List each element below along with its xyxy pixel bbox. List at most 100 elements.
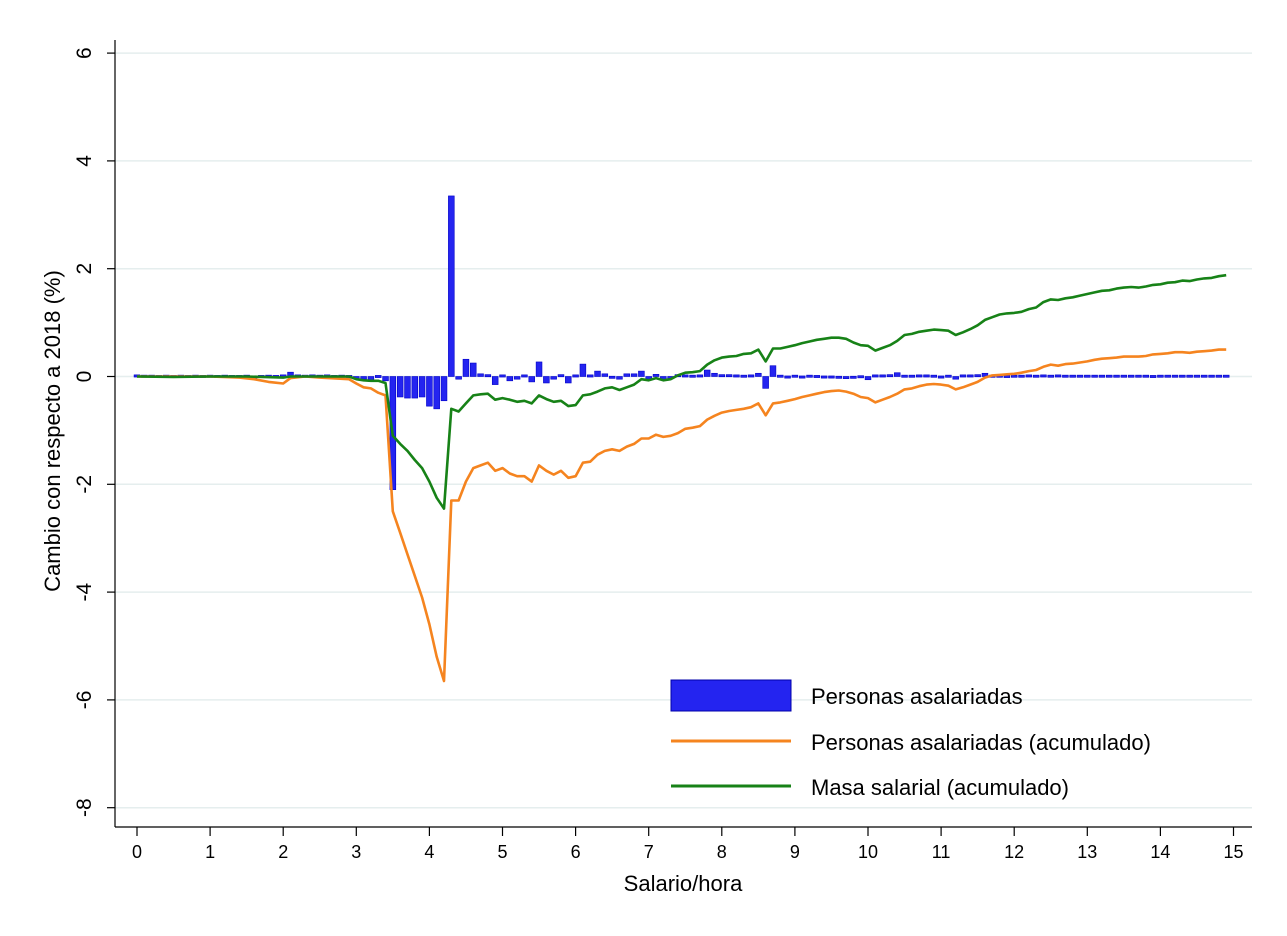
- x-tick-label: 0: [132, 842, 142, 862]
- bar: [689, 374, 696, 378]
- bar: [952, 376, 959, 380]
- bar: [608, 375, 616, 379]
- legend-label-bars: Personas asalariadas: [811, 684, 1023, 709]
- x-tick-label: 15: [1223, 842, 1243, 862]
- y-tick-label: -4: [73, 582, 96, 601]
- bar: [462, 358, 470, 377]
- bar: [1120, 374, 1128, 378]
- x-tick-label: 2: [278, 842, 288, 862]
- y-tick-label: 6: [73, 47, 96, 59]
- bar: [1127, 374, 1135, 378]
- bar: [886, 374, 894, 378]
- bar: [521, 374, 528, 378]
- bar: [1193, 374, 1201, 378]
- bar: [594, 370, 601, 377]
- bar: [433, 376, 440, 410]
- bar: [506, 376, 514, 382]
- bar: [499, 374, 506, 378]
- bar: [470, 362, 477, 377]
- bar: [418, 376, 426, 398]
- bar: [1222, 374, 1230, 378]
- x-tick-label: 12: [1004, 842, 1024, 862]
- bar: [718, 374, 726, 378]
- y-tick-label: 4: [73, 155, 96, 167]
- bar: [1106, 374, 1113, 378]
- bar: [806, 374, 813, 378]
- bar: [850, 375, 857, 379]
- bar: [682, 374, 689, 378]
- bar: [1054, 374, 1062, 378]
- bar: [915, 374, 923, 378]
- bar: [1164, 374, 1171, 378]
- bar: [813, 375, 821, 378]
- bar: [798, 375, 806, 379]
- bar: [1135, 374, 1142, 378]
- y-tick-label: 0: [73, 371, 96, 383]
- bar: [1076, 374, 1084, 378]
- bar: [1201, 374, 1208, 378]
- bar: [1047, 374, 1054, 378]
- bar: [630, 373, 638, 377]
- bar: [1098, 374, 1106, 378]
- bar: [491, 376, 499, 385]
- bar: [733, 374, 740, 378]
- bar: [1025, 374, 1033, 378]
- bar: [440, 376, 448, 402]
- axes: [107, 40, 1252, 836]
- bar: [747, 374, 755, 378]
- bar: [1171, 374, 1179, 378]
- bar: [652, 374, 660, 377]
- bar: [1069, 374, 1076, 378]
- bar: [974, 374, 981, 378]
- bar: [1215, 374, 1223, 378]
- bar: [1084, 374, 1091, 378]
- bar: [879, 374, 886, 378]
- bar: [784, 375, 791, 379]
- bar: [1032, 374, 1040, 378]
- bar: [616, 376, 623, 380]
- bar: [696, 374, 704, 378]
- bar: [937, 375, 945, 379]
- bar: [455, 376, 462, 380]
- bar: [1208, 374, 1215, 378]
- y-tick-labels: -8 -6 -4 -2 0 2 4 6: [73, 47, 96, 817]
- bar: [923, 374, 930, 378]
- bars-series: [133, 195, 1230, 490]
- legend-label-orange: Personas asalariadas (acumulado): [811, 730, 1151, 755]
- bar: [528, 376, 535, 383]
- bar: [396, 376, 404, 398]
- bar: [857, 375, 864, 379]
- bar: [930, 374, 938, 378]
- bar: [894, 372, 901, 377]
- x-tick-label: 5: [497, 842, 507, 862]
- x-tick-label: 6: [571, 842, 581, 862]
- bar: [703, 369, 711, 377]
- bar: [755, 372, 762, 377]
- bar: [864, 376, 872, 381]
- bar: [901, 374, 908, 378]
- x-tick-label: 10: [858, 842, 878, 862]
- bar: [426, 376, 433, 407]
- bar: [828, 375, 835, 379]
- bar: [565, 376, 572, 384]
- bar: [959, 374, 967, 378]
- bar: [638, 370, 645, 377]
- x-tick-label: 13: [1077, 842, 1097, 862]
- bar: [1091, 374, 1098, 378]
- x-tick-labels: 0 1 2 3 4 5 6 7 8 9 10 11 12 13 14 15: [132, 842, 1244, 862]
- bar: [769, 365, 777, 377]
- bar: [1010, 374, 1018, 378]
- bar: [1157, 374, 1164, 378]
- legend-label-green: Masa salarial (acumulado): [811, 775, 1069, 800]
- bar: [535, 361, 543, 377]
- bar: [601, 373, 609, 377]
- bar: [842, 376, 850, 379]
- bar: [367, 376, 375, 381]
- bar: [623, 373, 630, 377]
- bar: [572, 374, 579, 378]
- bar: [543, 376, 550, 384]
- bar: [1149, 375, 1157, 378]
- bar: [1186, 374, 1193, 378]
- bar: [777, 374, 784, 378]
- bar: [791, 374, 799, 378]
